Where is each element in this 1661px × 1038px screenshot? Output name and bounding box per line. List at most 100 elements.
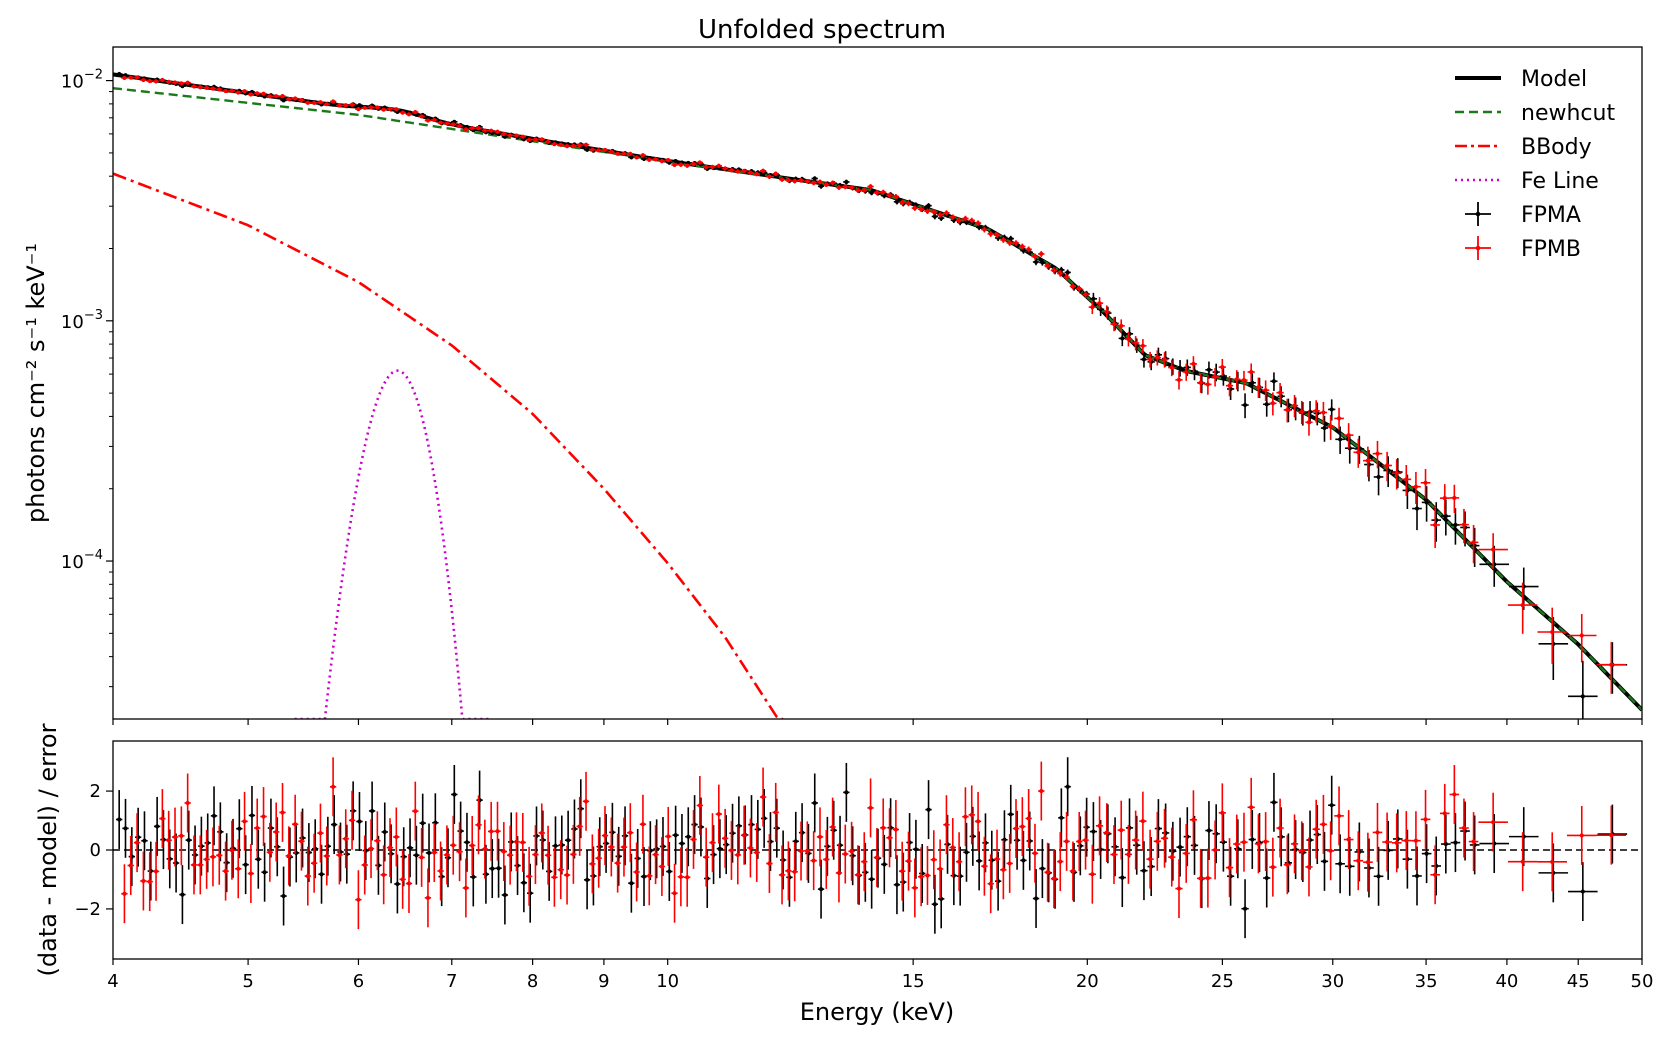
fpmb-residual-point	[1507, 832, 1538, 892]
fpmb-residual-point	[393, 807, 400, 867]
fpmb-residual-point	[513, 812, 520, 872]
fpmb-residual-point	[1069, 841, 1077, 901]
fpmb-data-point	[759, 168, 767, 173]
marker	[792, 179, 797, 184]
fpma-residual-point	[520, 853, 528, 913]
marker	[881, 825, 886, 830]
marker	[926, 203, 931, 208]
fpmb-residual-point	[171, 807, 179, 867]
marker	[1083, 292, 1088, 297]
marker	[1205, 875, 1210, 881]
fpma-residual-point	[261, 842, 268, 902]
marker	[912, 206, 917, 211]
fpmb-residual-point	[930, 830, 937, 890]
marker	[1065, 784, 1070, 789]
marker	[236, 90, 241, 95]
marker	[1177, 845, 1183, 850]
marker	[1285, 407, 1290, 413]
fpmb-data-point	[1069, 282, 1077, 290]
marker	[256, 857, 261, 862]
marker	[496, 866, 501, 871]
fpma-residual-point	[672, 805, 679, 865]
fpmb-residual-point	[1050, 849, 1058, 909]
marker	[843, 851, 848, 857]
fpma-residual-point	[1064, 757, 1071, 817]
fpmb-data-point	[962, 215, 969, 222]
fpmb-data-point	[955, 217, 963, 224]
fpmb-residual-point	[589, 834, 596, 894]
fpmb-residual-point	[1290, 814, 1299, 874]
fpma-residual-point	[1248, 810, 1256, 869]
fpma-residual-point	[969, 806, 976, 866]
fpma-residual-point	[628, 853, 635, 913]
fpmb-data-point	[1103, 305, 1111, 319]
marker	[1424, 851, 1429, 856]
marker	[495, 829, 500, 834]
marker	[862, 859, 867, 864]
fpmb-data-point	[525, 137, 533, 142]
marker	[249, 813, 255, 818]
marker	[280, 810, 285, 815]
marker	[1277, 825, 1283, 831]
fpma-residual-point	[1111, 817, 1119, 877]
fpmb-residual-point	[1124, 824, 1133, 884]
fpmb-residual-point	[658, 837, 666, 896]
fpmb-data-point	[993, 232, 1001, 239]
marker	[395, 881, 400, 887]
marker	[640, 822, 646, 827]
marker	[470, 126, 475, 131]
fpmb-residual-point	[247, 844, 255, 903]
marker	[679, 841, 685, 846]
fpmb-residual-point	[829, 797, 836, 857]
marker	[375, 105, 380, 110]
fpma-residual-point	[1234, 819, 1242, 879]
marker	[602, 147, 608, 153]
fpmb-data-point	[835, 185, 843, 190]
fpmb-residual-point	[1363, 832, 1373, 892]
fpmb-residual-point	[974, 791, 982, 851]
marker	[950, 845, 955, 850]
marker	[1443, 841, 1448, 847]
marker	[1111, 321, 1117, 327]
marker	[185, 800, 190, 806]
fpmb-residual-point	[551, 847, 558, 907]
fpma-data-point	[1291, 397, 1300, 421]
fpmb-data-point	[943, 210, 950, 216]
marker	[1442, 811, 1447, 816]
marker	[387, 106, 393, 112]
marker	[735, 169, 740, 174]
marker	[463, 885, 468, 891]
marker	[1346, 433, 1351, 438]
marker	[482, 128, 487, 133]
marker	[1250, 380, 1255, 385]
marker	[1220, 365, 1225, 370]
fpmb-data-point	[1343, 423, 1354, 449]
marker	[520, 134, 525, 139]
marker	[426, 850, 432, 856]
marker	[1097, 301, 1102, 306]
fpma-residual-point	[1183, 807, 1191, 867]
fpmb-residual-point	[557, 840, 564, 900]
fpmb-residual-point	[1189, 790, 1198, 850]
marker	[1148, 857, 1153, 862]
fpmb-residual-point	[241, 791, 248, 851]
fpmb-data-point	[652, 157, 659, 162]
marker	[172, 80, 178, 85]
x-tick-label: 6	[353, 971, 364, 992]
fpma-residual-point	[476, 770, 483, 830]
marker	[471, 874, 476, 880]
bottom-x-ticks: 4 5 6 7 8 9 10 15 20 25 30 35 40 45 50	[107, 959, 1653, 992]
model-curves	[113, 72, 1642, 719]
marker	[1083, 838, 1088, 843]
marker	[1453, 522, 1458, 527]
fpma-residual-point	[1026, 811, 1033, 871]
marker	[1184, 369, 1189, 375]
fpma-residual-point	[1344, 836, 1355, 896]
marker	[849, 849, 854, 854]
marker	[1580, 694, 1585, 699]
fpmb-data-point	[873, 190, 881, 196]
fpma-residual-point	[267, 798, 275, 858]
fpmb-residual-point	[412, 781, 419, 841]
fpmb-residual-point	[184, 773, 191, 833]
fpmb-residual-point	[608, 817, 615, 877]
